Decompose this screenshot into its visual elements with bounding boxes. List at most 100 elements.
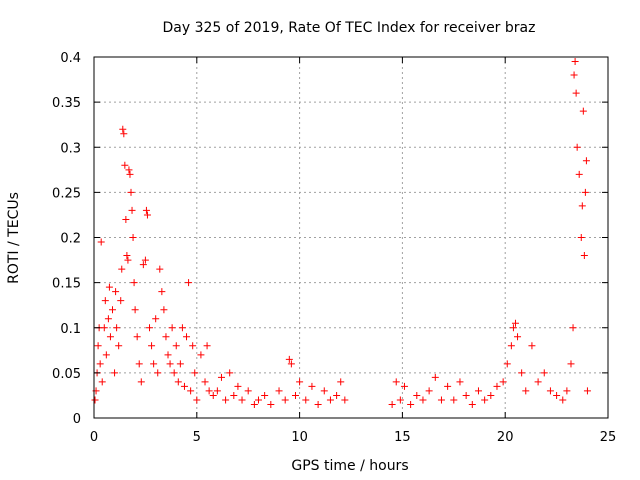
- data-point: [578, 202, 586, 210]
- data-point: [511, 319, 519, 327]
- data-point: [456, 378, 464, 386]
- data-point: [514, 333, 522, 341]
- data-point: [577, 234, 585, 241]
- data-point: [413, 391, 421, 399]
- data-point: [158, 288, 166, 296]
- data-point: [205, 387, 213, 395]
- data-point: [431, 373, 439, 381]
- data-point: [462, 391, 470, 399]
- data-point: [119, 125, 127, 133]
- data-point: [180, 382, 188, 390]
- data-point: [468, 400, 476, 408]
- data-point: [125, 166, 133, 174]
- data-point: [172, 342, 180, 350]
- data-point: [120, 130, 128, 138]
- data-point: [314, 400, 322, 408]
- y-tick-label: 0.35: [52, 96, 81, 111]
- data-point: [137, 378, 145, 386]
- y-tick-label: 0.3: [60, 141, 81, 156]
- data-point: [142, 206, 150, 214]
- data-point: [518, 369, 526, 377]
- data-point: [170, 369, 178, 377]
- y-tick-label: 0.05: [52, 367, 81, 382]
- data-point: [105, 283, 113, 291]
- data-point: [308, 382, 316, 390]
- data-point: [400, 382, 408, 390]
- data-point: [222, 396, 230, 404]
- data-point: [261, 391, 269, 399]
- x-tick-label: 5: [193, 430, 201, 445]
- data-point: [419, 396, 427, 404]
- data-point: [166, 360, 174, 368]
- data-point: [571, 58, 579, 66]
- data-point: [534, 378, 542, 386]
- data-points: [91, 58, 591, 408]
- y-tick-label: 0.4: [60, 51, 81, 66]
- data-point: [275, 387, 283, 395]
- data-point: [582, 157, 590, 165]
- data-point: [499, 378, 507, 386]
- data-point: [122, 215, 130, 223]
- data-point: [579, 107, 587, 115]
- data-point: [583, 387, 591, 395]
- data-point: [528, 342, 536, 350]
- data-point: [267, 400, 275, 408]
- data-point: [573, 143, 581, 151]
- data-point: [129, 234, 137, 241]
- data-point: [96, 360, 104, 368]
- axis-ticks: [93, 56, 609, 419]
- data-point: [187, 387, 195, 395]
- data-point: [154, 369, 162, 377]
- data-point: [112, 288, 120, 296]
- data-point: [115, 342, 123, 350]
- data-point: [217, 373, 225, 381]
- data-point: [337, 378, 345, 386]
- data-point: [156, 265, 164, 273]
- data-point: [291, 391, 299, 399]
- data-point: [106, 333, 114, 341]
- data-point: [127, 188, 135, 196]
- data-point: [407, 400, 415, 408]
- x-tick-label: 15: [394, 430, 411, 445]
- data-point: [396, 396, 404, 404]
- data-point: [572, 89, 580, 97]
- data-point: [546, 387, 554, 395]
- data-point: [285, 355, 293, 363]
- x-tick-label: 25: [600, 430, 617, 445]
- data-point: [450, 396, 458, 404]
- data-point: [183, 333, 191, 341]
- data-point: [117, 297, 125, 305]
- data-point: [281, 396, 289, 404]
- data-point: [563, 387, 571, 395]
- data-point: [123, 252, 131, 260]
- data-point: [152, 315, 160, 323]
- y-tick-labels: 0 0.05 0.1 0.15 0.2 0.25 0.3 0.35 0.4: [52, 51, 81, 427]
- y-tick-label: 0.25: [52, 186, 81, 201]
- data-point: [143, 211, 151, 219]
- y-tick-label: 0.2: [60, 232, 81, 247]
- x-axis-label: GPS time / hours: [291, 458, 408, 474]
- data-point: [522, 387, 530, 395]
- data-point: [388, 400, 396, 408]
- y-tick-label: 0.1: [60, 322, 81, 337]
- y-axis-label: ROTI / TECUs: [6, 192, 22, 284]
- data-point: [296, 378, 304, 386]
- data-point: [124, 256, 132, 264]
- data-point: [130, 279, 138, 287]
- data-point: [320, 387, 328, 395]
- data-point: [111, 369, 119, 377]
- data-point: [425, 387, 433, 395]
- data-point: [102, 351, 110, 359]
- data-point: [94, 342, 102, 350]
- data-point: [569, 324, 577, 332]
- data-point: [131, 306, 139, 314]
- data-point: [559, 396, 567, 404]
- data-point: [101, 297, 109, 305]
- data-point: [287, 360, 295, 368]
- data-point: [503, 360, 511, 368]
- data-point: [109, 306, 117, 314]
- data-point: [238, 396, 246, 404]
- data-point: [487, 391, 495, 399]
- data-point: [126, 170, 134, 178]
